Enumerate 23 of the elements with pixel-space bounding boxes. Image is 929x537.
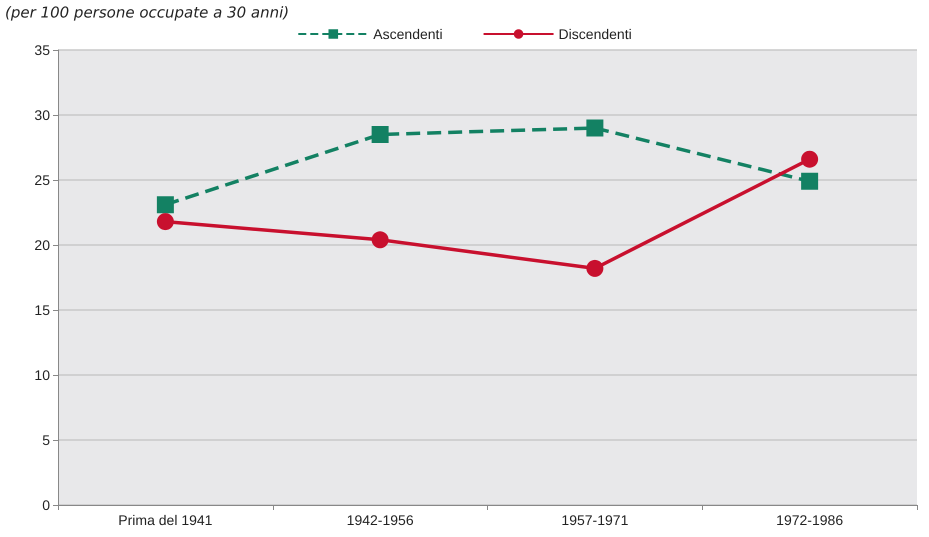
y-tick-label: 30 <box>34 107 50 123</box>
x-tick-label: 1972-1986 <box>776 512 844 528</box>
legend-label: Ascendenti <box>373 26 443 42</box>
point <box>372 126 389 143</box>
point <box>156 196 174 214</box>
y-tick-label: 35 <box>34 42 50 58</box>
legend-label: Discendenti <box>558 26 632 42</box>
y-tick-label: 5 <box>42 432 50 448</box>
x-tick-label: Prima del 1941 <box>118 512 213 528</box>
y-tick-label: 20 <box>34 237 50 253</box>
y-tick-label: 25 <box>34 172 50 188</box>
y-tick-label: 0 <box>42 497 50 513</box>
x-tick-label: 1957-1971 <box>561 512 629 528</box>
y-tick-label: 10 <box>34 367 50 383</box>
point <box>801 172 818 190</box>
point <box>156 213 174 230</box>
y-tick-label: 15 <box>34 302 50 318</box>
point <box>586 120 604 136</box>
chart-title: (per 100 persone occupate a 30 anni) <box>5 4 290 22</box>
point <box>372 231 389 248</box>
point <box>801 150 818 168</box>
point <box>586 260 604 277</box>
x-tick-label: 1942-1956 <box>346 512 414 528</box>
